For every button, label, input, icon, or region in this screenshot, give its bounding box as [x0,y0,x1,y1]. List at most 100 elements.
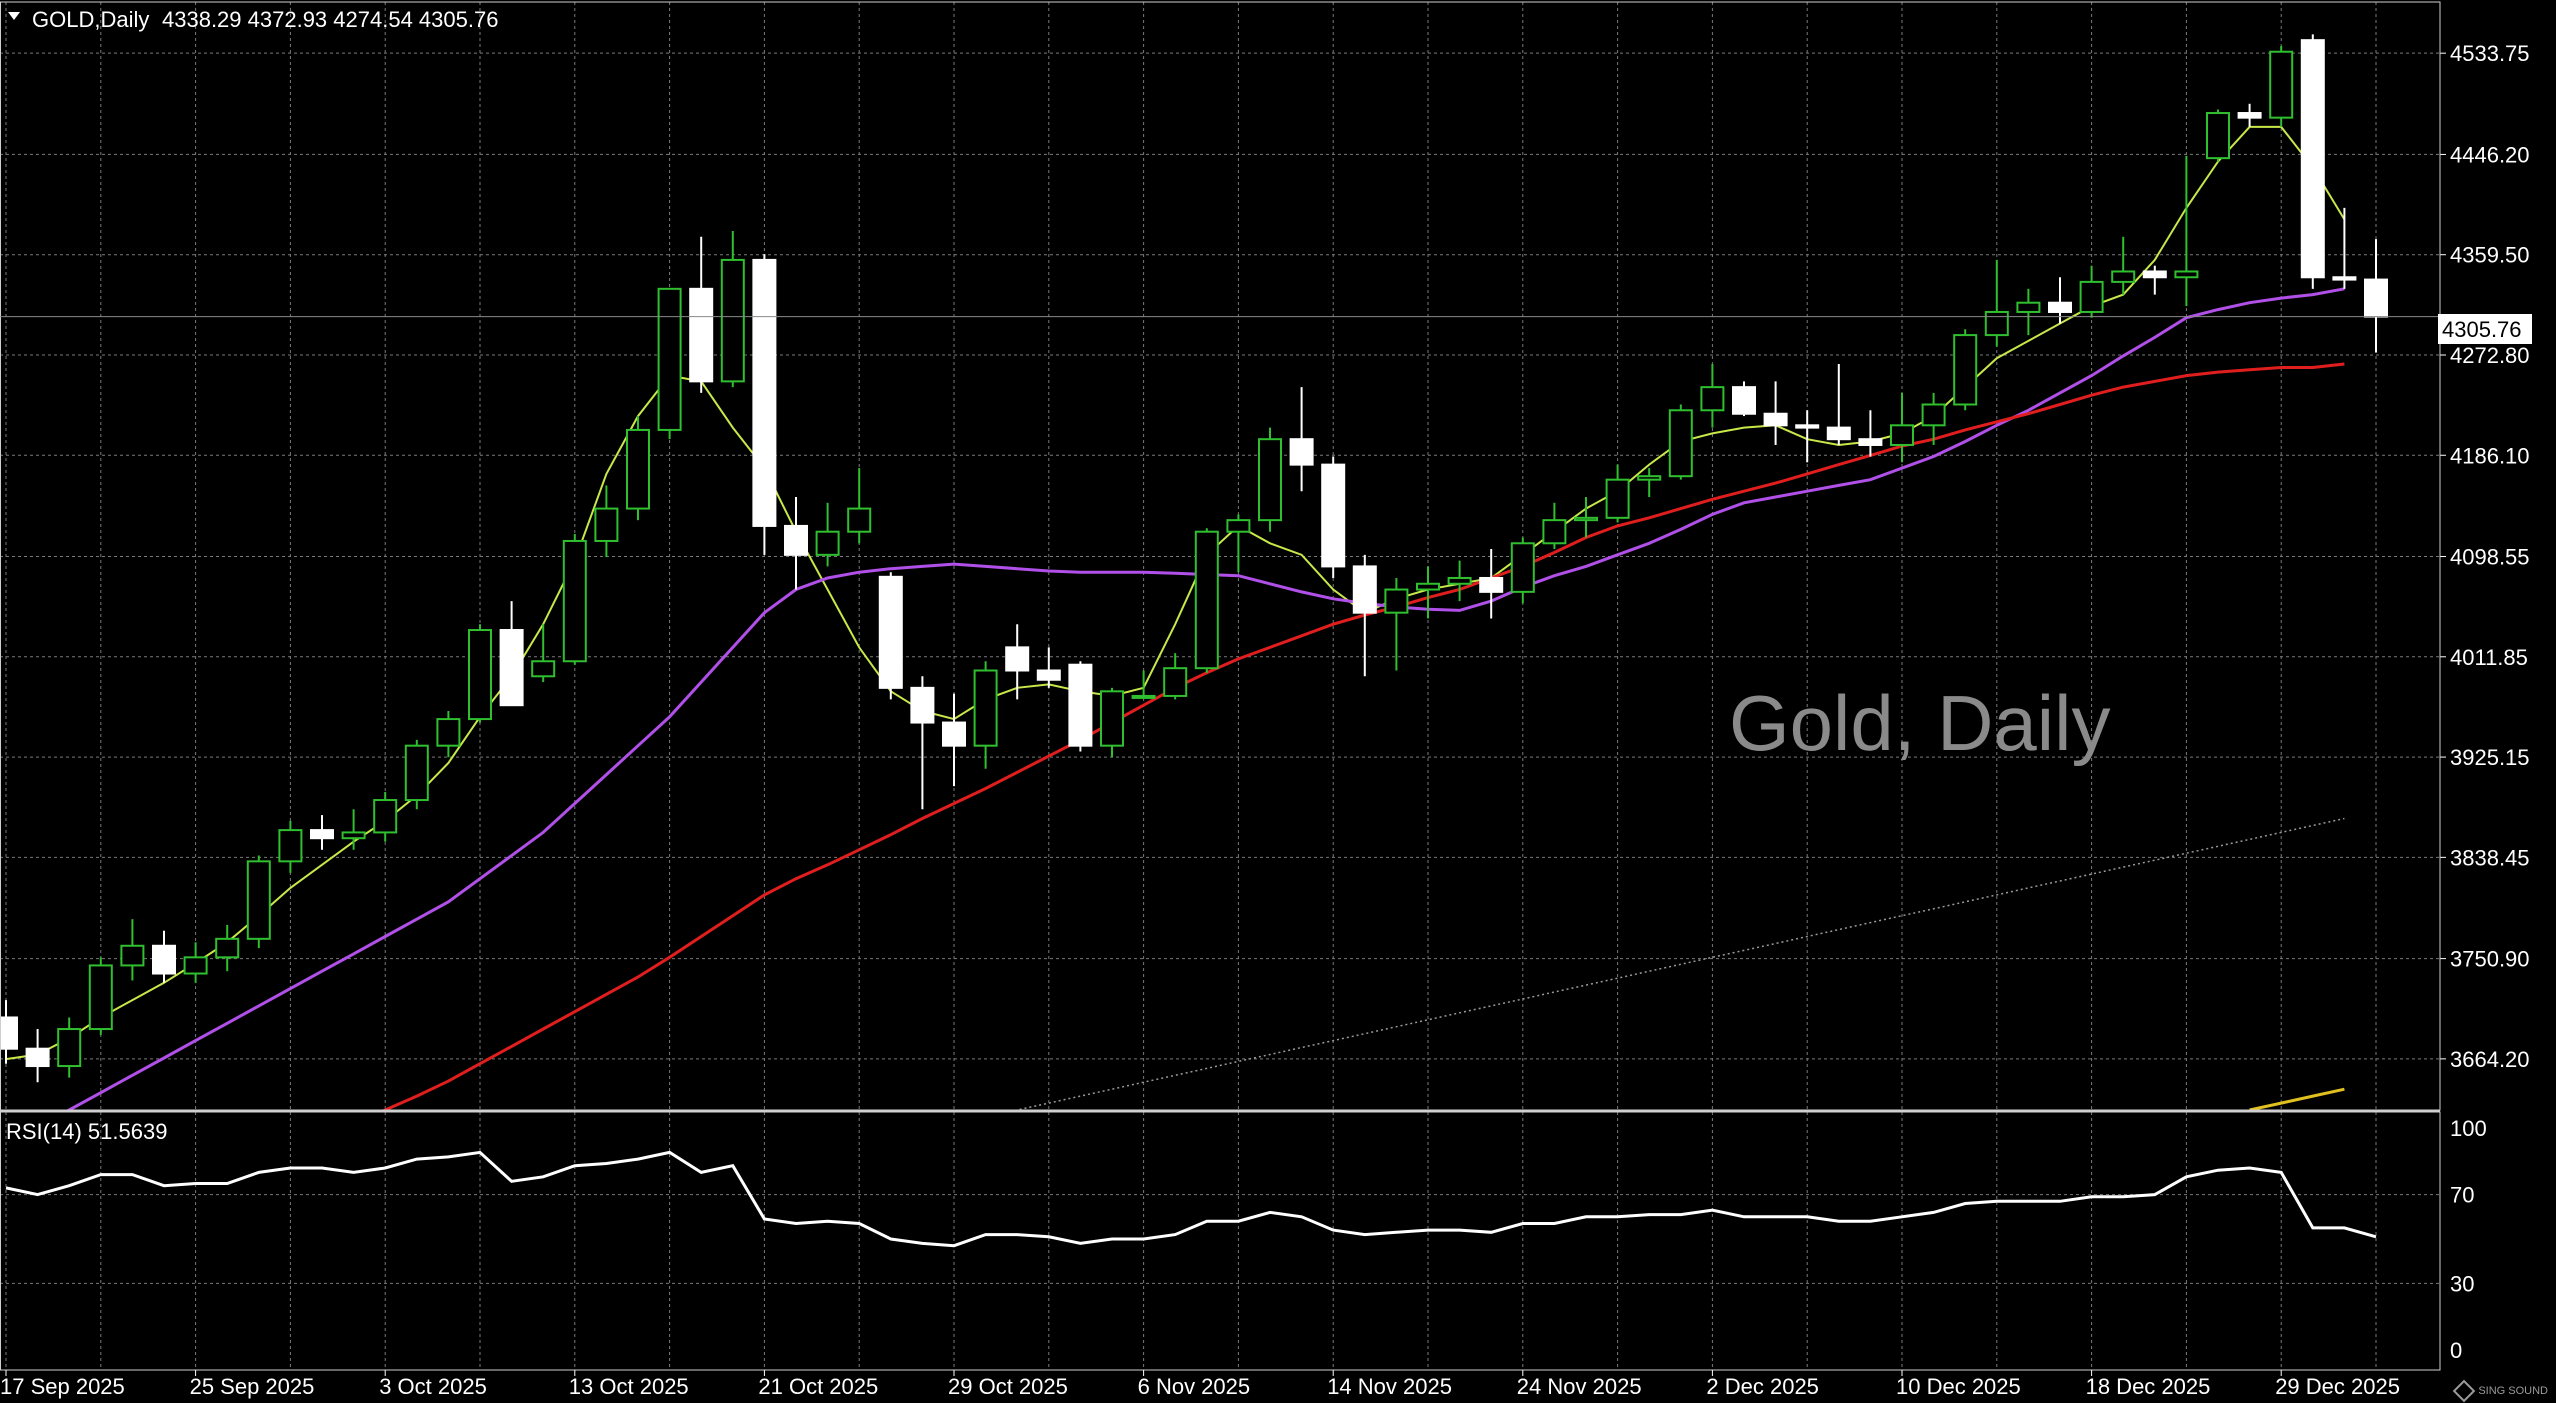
bear-candle [1763,381,1788,445]
rsi-panel [5,1150,2377,1248]
candle-body [784,524,808,556]
candle-body [626,428,650,510]
candle-body [25,1047,50,1068]
rsi-title: RSI(14) 51.5639 [6,1119,167,1144]
bull-candle [120,919,145,981]
bull-candle [88,957,113,1035]
bull-candle [1163,653,1188,700]
candle-body [88,964,113,1031]
candle-body [2206,112,2230,160]
bull-candle [2206,109,2230,162]
candle-body [468,629,492,721]
bull-candle [1447,560,1472,602]
bull-candle [973,661,998,769]
bear-candle [1068,661,1093,752]
candle-body [436,718,461,747]
candle-body [720,258,745,383]
time-axis-label: 21 Oct 2025 [758,1374,878,1399]
candle-body [878,575,903,689]
time-axis-label: 29 Oct 2025 [948,1374,1068,1399]
candle-body [1732,386,1756,415]
price-axis-label: 3750.90 [2450,947,2530,972]
time-axis-label: 10 Dec 2025 [1896,1374,2021,1399]
candle-body [657,287,682,431]
candle-body [1068,663,1093,747]
candle-body [120,944,145,967]
bull-candle [2174,155,2199,307]
candle-body [57,1028,82,1068]
bear-candle [910,676,935,810]
bull-candle [1921,392,1946,445]
bull-candle [1542,502,1567,550]
collapse-triangle-icon[interactable] [8,12,20,20]
price-axis-label: 3664.20 [2450,1047,2530,1072]
ma_mid-line [66,287,2345,1110]
bull-candle [1194,528,1219,673]
candle-body [1795,424,1820,429]
candle-body [752,258,777,527]
candle-body [2174,270,2199,279]
bear-candle [1732,381,1756,417]
candle-body [2111,270,2136,283]
candle-body [1100,690,1124,747]
bull-candle [594,485,619,558]
candle-body [531,660,556,678]
bear-candle [942,693,966,787]
bull-candle [1700,364,1725,428]
bear-candle [2300,34,2325,289]
brand-icon [2452,1379,2476,1403]
rsi-axis-label: 30 [2450,1271,2474,1296]
time-axis-label: 13 Oct 2025 [569,1374,689,1399]
candle-body [1194,530,1219,670]
candle-body [1574,516,1598,522]
time-axis-label: 6 Nov 2025 [1138,1374,1251,1399]
time-axis-label: 2 Dec 2025 [1706,1374,1819,1399]
candle-body [1289,438,1314,466]
candle-body [1542,519,1567,545]
bull-candle [1226,514,1251,573]
bear-candle [152,930,176,983]
price-axis-label: 4098.55 [2450,545,2530,570]
bull-candle [720,231,745,388]
bull-candle [626,416,650,521]
bull-candle [246,855,271,949]
candle-body [373,799,398,834]
bull-candle [1605,464,1630,523]
bull-candle [2079,265,2104,318]
price-axis-label: 3925.15 [2450,745,2530,770]
price-axis-label: 4272.80 [2450,343,2530,368]
bull-candle [1100,687,1124,758]
bull-candle [1574,497,1598,538]
candle-body [1510,542,1535,593]
bear-candle [0,1000,18,1064]
candle-body [1637,475,1662,481]
bear-candle [25,1029,50,1083]
candle-body [152,944,176,975]
bear-candle [310,815,334,850]
candle-body [1858,438,1883,446]
candle-body [594,507,619,542]
candle-body [1605,478,1630,519]
bear-candle [1036,647,1061,688]
candle-body [973,669,998,747]
bull-candle [215,924,240,972]
candle-body [341,831,366,840]
candle-body [1826,426,1851,441]
time-axis-label: 24 Nov 2025 [1517,1374,1642,1399]
ohlc-readout: 4338.29 4372.93 4274.54 4305.76 [162,7,498,32]
candle-body [1921,403,1946,427]
bear-candle [2237,103,2262,127]
candle-body [2364,278,2388,318]
symbol-title: GOLD,Daily [32,7,149,32]
price-axis-label: 4186.10 [2450,443,2530,468]
candle-body [1953,334,1978,406]
candle-body [1352,565,1377,614]
bull-candle [57,1017,82,1078]
bear-candle [878,572,903,700]
bear-candle [2048,277,2072,324]
bull-candle [2269,45,2294,127]
candle-body [1258,438,1282,522]
bear-candle [784,497,808,590]
